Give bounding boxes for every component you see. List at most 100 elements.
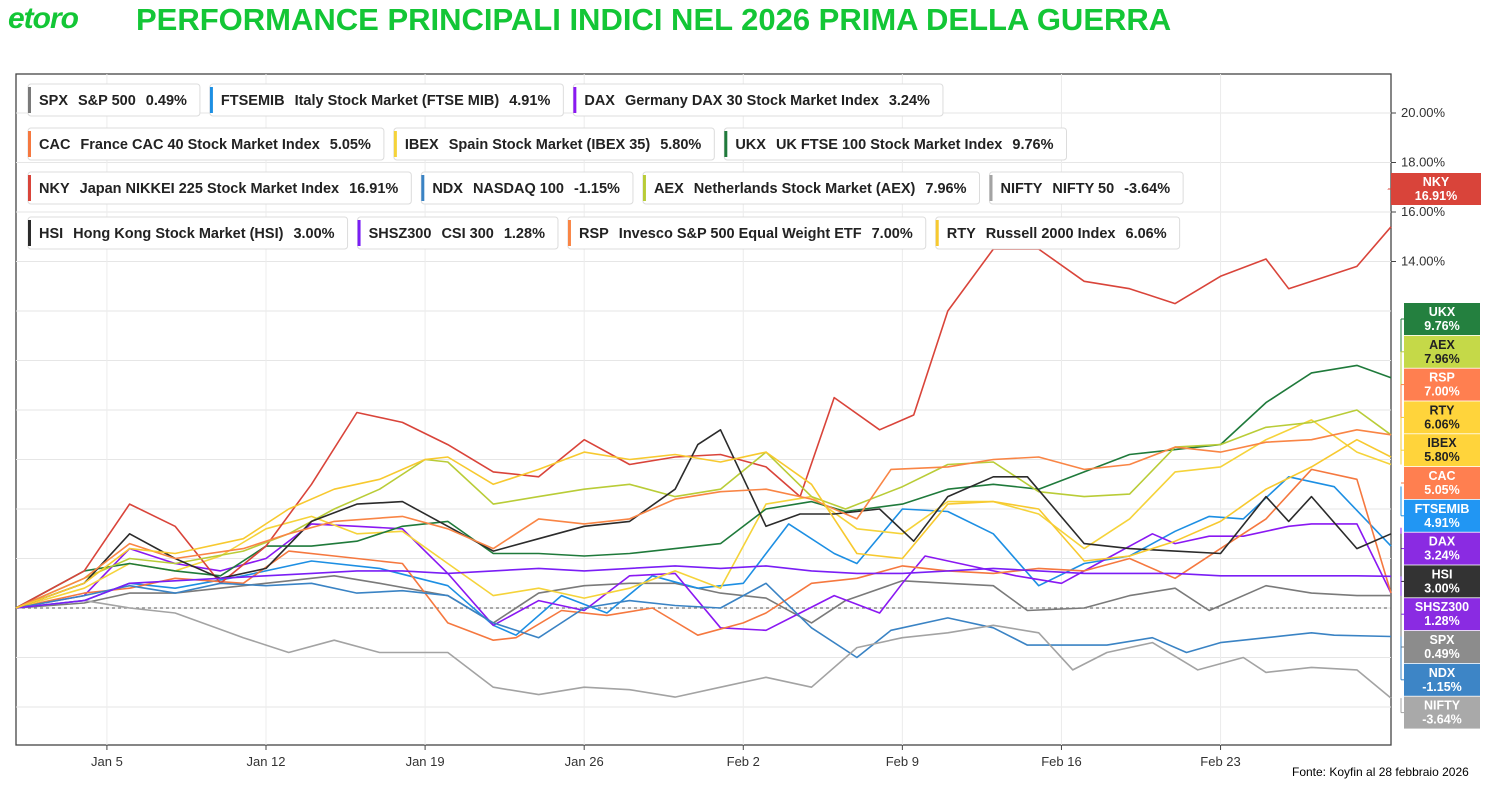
legend-value: 0.49%: [146, 93, 187, 109]
legend-name: UK FTSE 100 Stock Market Index: [776, 137, 1002, 153]
legend-ticker: SPX: [39, 93, 68, 109]
legend-ticker: CAC: [39, 137, 71, 153]
legend-item-ibex: IBEX Spain Stock Market (IBEX 35) 5.80%: [393, 127, 715, 161]
legend-ticker: IBEX: [405, 137, 439, 153]
legend-value: 7.00%: [872, 226, 913, 242]
legend-swatch: [935, 220, 939, 246]
end-label-ticker: HSI: [1432, 567, 1453, 581]
legend-ticker: RTY: [947, 226, 976, 242]
legend-swatch: [357, 220, 361, 246]
series-line-ftsemib: [15, 476, 1392, 636]
series-line-hsi: [15, 429, 1392, 609]
legend-item-cac: CAC France CAC 40 Stock Market Index 5.05%: [27, 127, 385, 161]
y-tick-label: 16.00%: [1401, 204, 1446, 219]
legend-swatch: [642, 175, 646, 201]
legend-name: NASDAQ 100: [473, 181, 564, 197]
x-axis: Jan 5 Jan 12 Jan 19 Jan 26 Feb 2 Feb 9 Feb 16 F…: [91, 745, 1241, 769]
x-tick-label: Jan 12: [246, 754, 285, 769]
legend-name: Spain Stock Market (IBEX 35): [449, 137, 651, 153]
legend-value: 6.06%: [1126, 226, 1167, 242]
series-lines: [15, 226, 1392, 699]
end-label-value: 1.28%: [1424, 614, 1459, 628]
legend-swatch: [28, 220, 31, 246]
end-label-ticker: IBEX: [1427, 436, 1457, 450]
end-label-value: 7.00%: [1424, 385, 1459, 399]
end-label-ticker: AEX: [1429, 338, 1455, 352]
legend-value: 1.28%: [504, 226, 545, 242]
end-label-value: 5.05%: [1424, 483, 1459, 497]
x-tick-label: Feb 9: [886, 754, 919, 769]
legend-item-ftsemib: FTSEMIB Italy Stock Market (FTSE MIB) 4.91…: [209, 83, 564, 117]
legend-value: 16.91%: [349, 181, 398, 197]
legend-swatch: [28, 175, 31, 201]
legend-name: CSI 300: [441, 226, 493, 242]
legend-item-dax: DAX Germany DAX 30 Stock Market Index 3.24…: [572, 83, 944, 117]
legend-value: 5.80%: [660, 137, 701, 153]
end-label-value: 9.76%: [1424, 319, 1459, 333]
series-line-rty: [15, 438, 1392, 609]
source-note: Fonte: Koyfin al 28 febbraio 2026: [1292, 765, 1469, 779]
end-label-box: [1404, 467, 1480, 499]
series-line-ndx: [15, 582, 1392, 659]
legend-ticker: NIFTY: [1001, 181, 1043, 197]
legend-name: S&P 500: [78, 93, 136, 109]
end-label-value: -3.64%: [1422, 713, 1462, 727]
legend-item-rty: RTY Russell 2000 Index 6.06%: [935, 216, 1181, 250]
series-line-nifty: [15, 599, 1392, 699]
end-label-box: [1404, 368, 1480, 401]
end-label-box: [1404, 696, 1480, 729]
end-label-box: [1404, 335, 1480, 368]
x-tick-label: Jan 26: [565, 754, 604, 769]
end-label-value: 3.24%: [1424, 549, 1459, 563]
x-tick-label: Jan 19: [406, 754, 445, 769]
legend-value: 5.05%: [330, 137, 371, 153]
chart-title: PERFORMANCE PRINCIPALI INDICI NEL 2026 P…: [136, 2, 1172, 37]
legend-ticker: RSP: [579, 226, 609, 242]
legend-ticker: HSI: [39, 226, 63, 242]
legend-item-rsp: RSP Invesco S&P 500 Equal Weight ETF 7.00%: [567, 216, 927, 250]
legend-swatch: [209, 87, 213, 113]
end-label-box: [1404, 565, 1480, 598]
y-tick-label: 14.00%: [1401, 254, 1446, 269]
end-label-ticker: SPX: [1429, 633, 1455, 647]
end-label-ticker: NIFTY: [1424, 699, 1461, 713]
legend-value: -3.64%: [1124, 181, 1170, 197]
legend-swatch: [724, 131, 728, 157]
end-label-value: 7.96%: [1424, 352, 1459, 366]
end-label-ticker: NDX: [1429, 666, 1456, 680]
end-label-box: [1404, 663, 1480, 696]
end-label-ticker: RSP: [1429, 371, 1455, 385]
end-label-box: [1404, 532, 1480, 565]
x-tick-label: Jan 5: [91, 754, 123, 769]
legend-name: Germany DAX 30 Stock Market Index: [625, 93, 879, 109]
legend-ticker: AEX: [654, 181, 684, 197]
end-label-value: 6.06%: [1424, 417, 1459, 431]
legend-name: NIFTY 50: [1052, 181, 1114, 197]
legend-ticker: SHSZ300: [369, 226, 432, 242]
y-tick-label: 20.00%: [1401, 105, 1446, 120]
y-axis: 20.00% 18.00% 16.00% 14.00%: [1391, 105, 1446, 269]
end-label-value: 4.91%: [1424, 516, 1459, 530]
end-label-ndx: NDX-1.15%: [1400, 636, 1480, 696]
legend-value: 9.76%: [1012, 137, 1053, 153]
legend-value: 4.91%: [509, 93, 550, 109]
legend-swatch: [573, 87, 577, 113]
end-label-ticker: NKY: [1423, 175, 1450, 189]
end-label-box: [1391, 173, 1481, 205]
legend-ticker: DAX: [584, 93, 615, 109]
etoro-logo: etoro: [8, 2, 79, 35]
y-tick-label: 18.00%: [1401, 155, 1446, 170]
series-line-dax: [15, 523, 1392, 632]
series-line-nky: [15, 226, 1392, 609]
end-label-value: 0.49%: [1424, 647, 1459, 661]
legend-item-ukx: UKX UK FTSE 100 Stock Market Index 9.76%: [723, 127, 1067, 161]
legend-value: -1.15%: [574, 181, 620, 197]
x-tick-label: Feb 23: [1200, 754, 1240, 769]
end-label-ticker: CAC: [1428, 469, 1455, 483]
legend-ticker: NDX: [432, 181, 463, 197]
legend-swatch: [989, 175, 993, 201]
legend-value: 7.96%: [925, 181, 966, 197]
end-label-value: 16.91%: [1415, 189, 1457, 203]
